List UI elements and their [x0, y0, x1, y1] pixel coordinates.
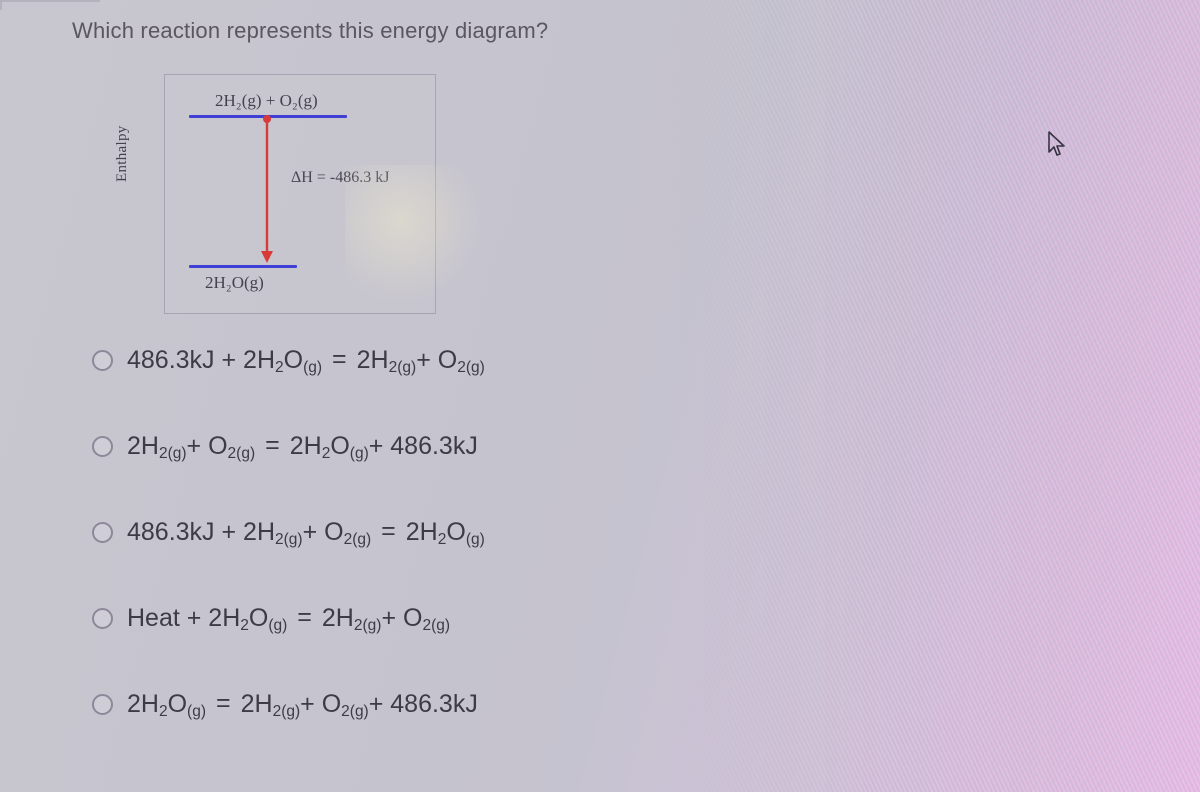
answer-equation: 2H2(g) + O2(g)=2H2O(g) + 486.3kJ: [127, 434, 478, 459]
radio-button[interactable]: [92, 608, 113, 629]
enthalpy-axis-label: Enthalpy: [114, 125, 131, 182]
answer-option-1[interactable]: 486.3kJ + 2H2O(g)=2H2(g) + O2(g): [92, 348, 485, 373]
radio-button[interactable]: [92, 350, 113, 371]
answer-equation: 486.3kJ + 2H2O(g)=2H2(g) + O2(g): [127, 348, 485, 373]
answer-option-4[interactable]: Heat + 2H2O(g)=2H2(g) + O2(g): [92, 606, 485, 631]
delta-h-arrow: [257, 117, 277, 269]
answer-equation: 486.3kJ + 2H2(g) + O2(g)=2H2O(g): [127, 520, 485, 545]
question-text: Which reaction represents this energy di…: [72, 18, 548, 44]
energy-diagram: Enthalpy 2H₂(g) + O₂(g) 2H₂O(g) ΔH = -48…: [120, 74, 440, 314]
delta-h-label: ΔH = -486.3 kJ: [291, 169, 389, 187]
answer-option-2[interactable]: 2H2(g) + O2(g)=2H2O(g) + 486.3kJ: [92, 434, 485, 459]
radio-button[interactable]: [92, 522, 113, 543]
diagram-box: 2H₂(g) + O₂(g) 2H₂O(g) ΔH = -486.3 kJ: [164, 74, 436, 314]
reactants-level-label: 2H₂(g) + O₂(g): [215, 91, 318, 111]
answer-equation: Heat + 2H2O(g)=2H2(g) + O2(g): [127, 606, 450, 631]
mouse-cursor-icon: [1046, 130, 1068, 158]
radio-button[interactable]: [92, 436, 113, 457]
enthalpy-axis-arrow: [140, 76, 141, 296]
answer-equation: 2H2O(g)=2H2(g) + O2(g) + 486.3kJ: [127, 692, 478, 717]
products-level-line: [189, 265, 297, 268]
answer-options: 486.3kJ + 2H2O(g)=2H2(g) + O2(g) 2H2(g) +…: [92, 348, 485, 717]
products-level-label: 2H₂O(g): [205, 273, 264, 293]
answer-option-5[interactable]: 2H2O(g)=2H2(g) + O2(g) + 486.3kJ: [92, 692, 485, 717]
radio-button[interactable]: [92, 694, 113, 715]
answer-option-3[interactable]: 486.3kJ + 2H2(g) + O2(g)=2H2O(g): [92, 520, 485, 545]
page-edge-hint: [0, 0, 100, 10]
